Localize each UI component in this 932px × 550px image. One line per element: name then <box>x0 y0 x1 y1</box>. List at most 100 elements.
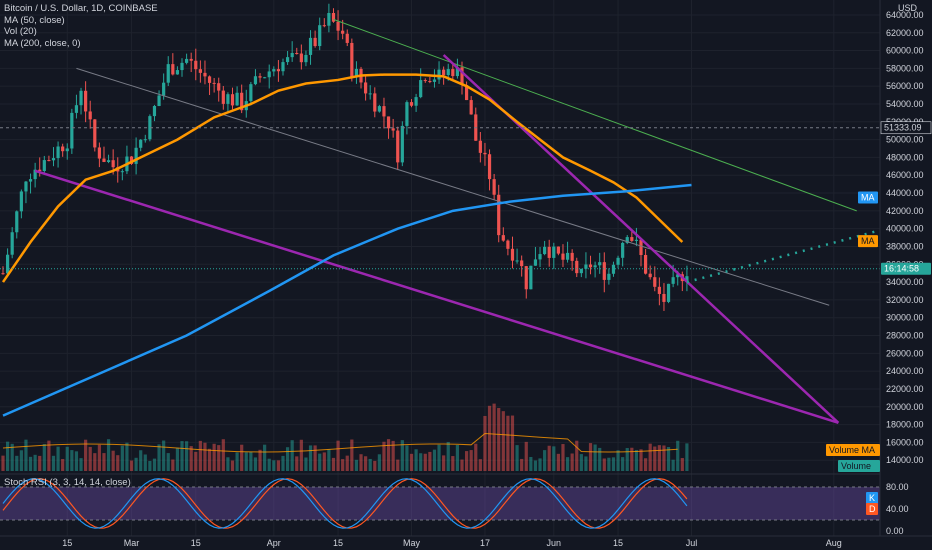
volume-bar <box>1 455 5 471</box>
volume-bar <box>28 456 33 471</box>
candle-body <box>253 76 258 85</box>
candle-body <box>1 273 5 275</box>
candle-body <box>79 90 83 106</box>
volume-bar <box>203 442 207 471</box>
candle-body <box>33 169 37 180</box>
ma50-tag: MA <box>861 236 875 246</box>
volume-bar <box>386 439 391 471</box>
volume-bar <box>263 444 267 471</box>
candle-body <box>10 232 14 255</box>
legend-title: Bitcoin / U.S. Dollar, 1D, COINBASE <box>4 3 158 14</box>
candle-body <box>391 128 395 131</box>
ma200-line <box>2 183 692 417</box>
volume-bar <box>235 452 239 471</box>
volume-bar <box>487 405 492 471</box>
stoch-k-line <box>2 478 688 529</box>
time-tick-label: Mar <box>124 538 140 548</box>
volume-bar <box>5 441 10 471</box>
volume-bar <box>354 459 359 471</box>
volume-bar <box>570 453 574 471</box>
volume-bar <box>396 459 400 471</box>
volume-bar <box>285 447 290 471</box>
volume-bar <box>520 458 524 471</box>
time-tick-label: Jul <box>686 538 698 548</box>
candle-body <box>70 112 74 149</box>
candle-body <box>556 246 560 254</box>
volume-bar <box>625 448 629 471</box>
candle-body <box>547 246 551 258</box>
volume-bar <box>607 457 611 471</box>
price-tick-label: 64000.00 <box>886 10 924 20</box>
candle-body <box>616 257 620 265</box>
volume-tag-bg <box>838 460 880 472</box>
candle-body <box>373 93 377 112</box>
candle-body <box>313 37 317 47</box>
volume-bar <box>331 457 336 471</box>
candle-body <box>405 102 409 126</box>
volume-bar <box>198 440 202 471</box>
candle-body <box>171 64 175 75</box>
volume-bar <box>148 460 152 471</box>
candle-body <box>368 93 372 95</box>
candle-body <box>621 242 625 258</box>
candle-body <box>538 254 542 260</box>
time-tick-label: 15 <box>613 538 623 548</box>
candle-body <box>584 264 588 269</box>
volume-bar <box>584 456 588 471</box>
stoch-band <box>0 487 880 520</box>
price-tick-label: 38000.00 <box>886 241 924 251</box>
volume-bar <box>230 460 235 471</box>
candle-body <box>84 90 88 112</box>
candle-body <box>139 139 143 148</box>
volume-bar <box>602 458 606 471</box>
candle-body <box>157 95 161 107</box>
volume-bar <box>97 444 101 471</box>
candle-body <box>575 260 579 274</box>
candle-body <box>364 82 368 94</box>
volume-bar <box>61 459 65 471</box>
candle-body <box>240 92 244 111</box>
price-tick-label: 16000.00 <box>886 437 924 447</box>
volume-bar <box>373 460 377 471</box>
candles <box>1 3 689 471</box>
volume-bar <box>341 459 345 471</box>
candle-body <box>520 260 524 267</box>
price-tick-label: 58000.00 <box>886 63 924 73</box>
volume-bar <box>56 446 60 471</box>
candle-body <box>194 60 198 70</box>
volume-bar <box>24 439 28 471</box>
candle-body <box>662 293 666 302</box>
candle-body <box>483 152 487 155</box>
volume-bar <box>175 447 180 471</box>
volume-bar <box>221 439 225 471</box>
candle-body <box>47 160 51 162</box>
volume-bar <box>510 415 515 471</box>
volume-bar <box>276 460 280 471</box>
candle-body <box>203 72 207 77</box>
candle-body <box>653 277 657 287</box>
candle-body <box>354 68 359 78</box>
volume-bar <box>469 450 473 471</box>
volume-bar <box>10 443 14 471</box>
volume-bar <box>382 441 386 471</box>
stoch-d-tag-bg <box>866 503 878 515</box>
price-tick-label: 18000.00 <box>886 420 924 430</box>
volume-bar <box>143 454 147 471</box>
trendline-upper-trend <box>333 18 857 212</box>
candle-body <box>524 266 528 290</box>
volume-bar <box>501 411 505 471</box>
price-tick-label: 60000.00 <box>886 46 924 56</box>
volume-bar <box>451 456 455 471</box>
volume-bar <box>377 454 381 471</box>
countdown-tag: 16:14:58 <box>884 264 919 274</box>
candle-body <box>42 160 46 172</box>
volume-bar <box>33 454 37 471</box>
volume-bar <box>437 444 441 471</box>
candle-body <box>382 106 386 117</box>
volume-bar <box>157 444 161 471</box>
candle-body <box>607 273 611 280</box>
volume-bar <box>671 459 675 471</box>
volume-bar <box>336 440 340 471</box>
volume-bar <box>162 440 166 471</box>
